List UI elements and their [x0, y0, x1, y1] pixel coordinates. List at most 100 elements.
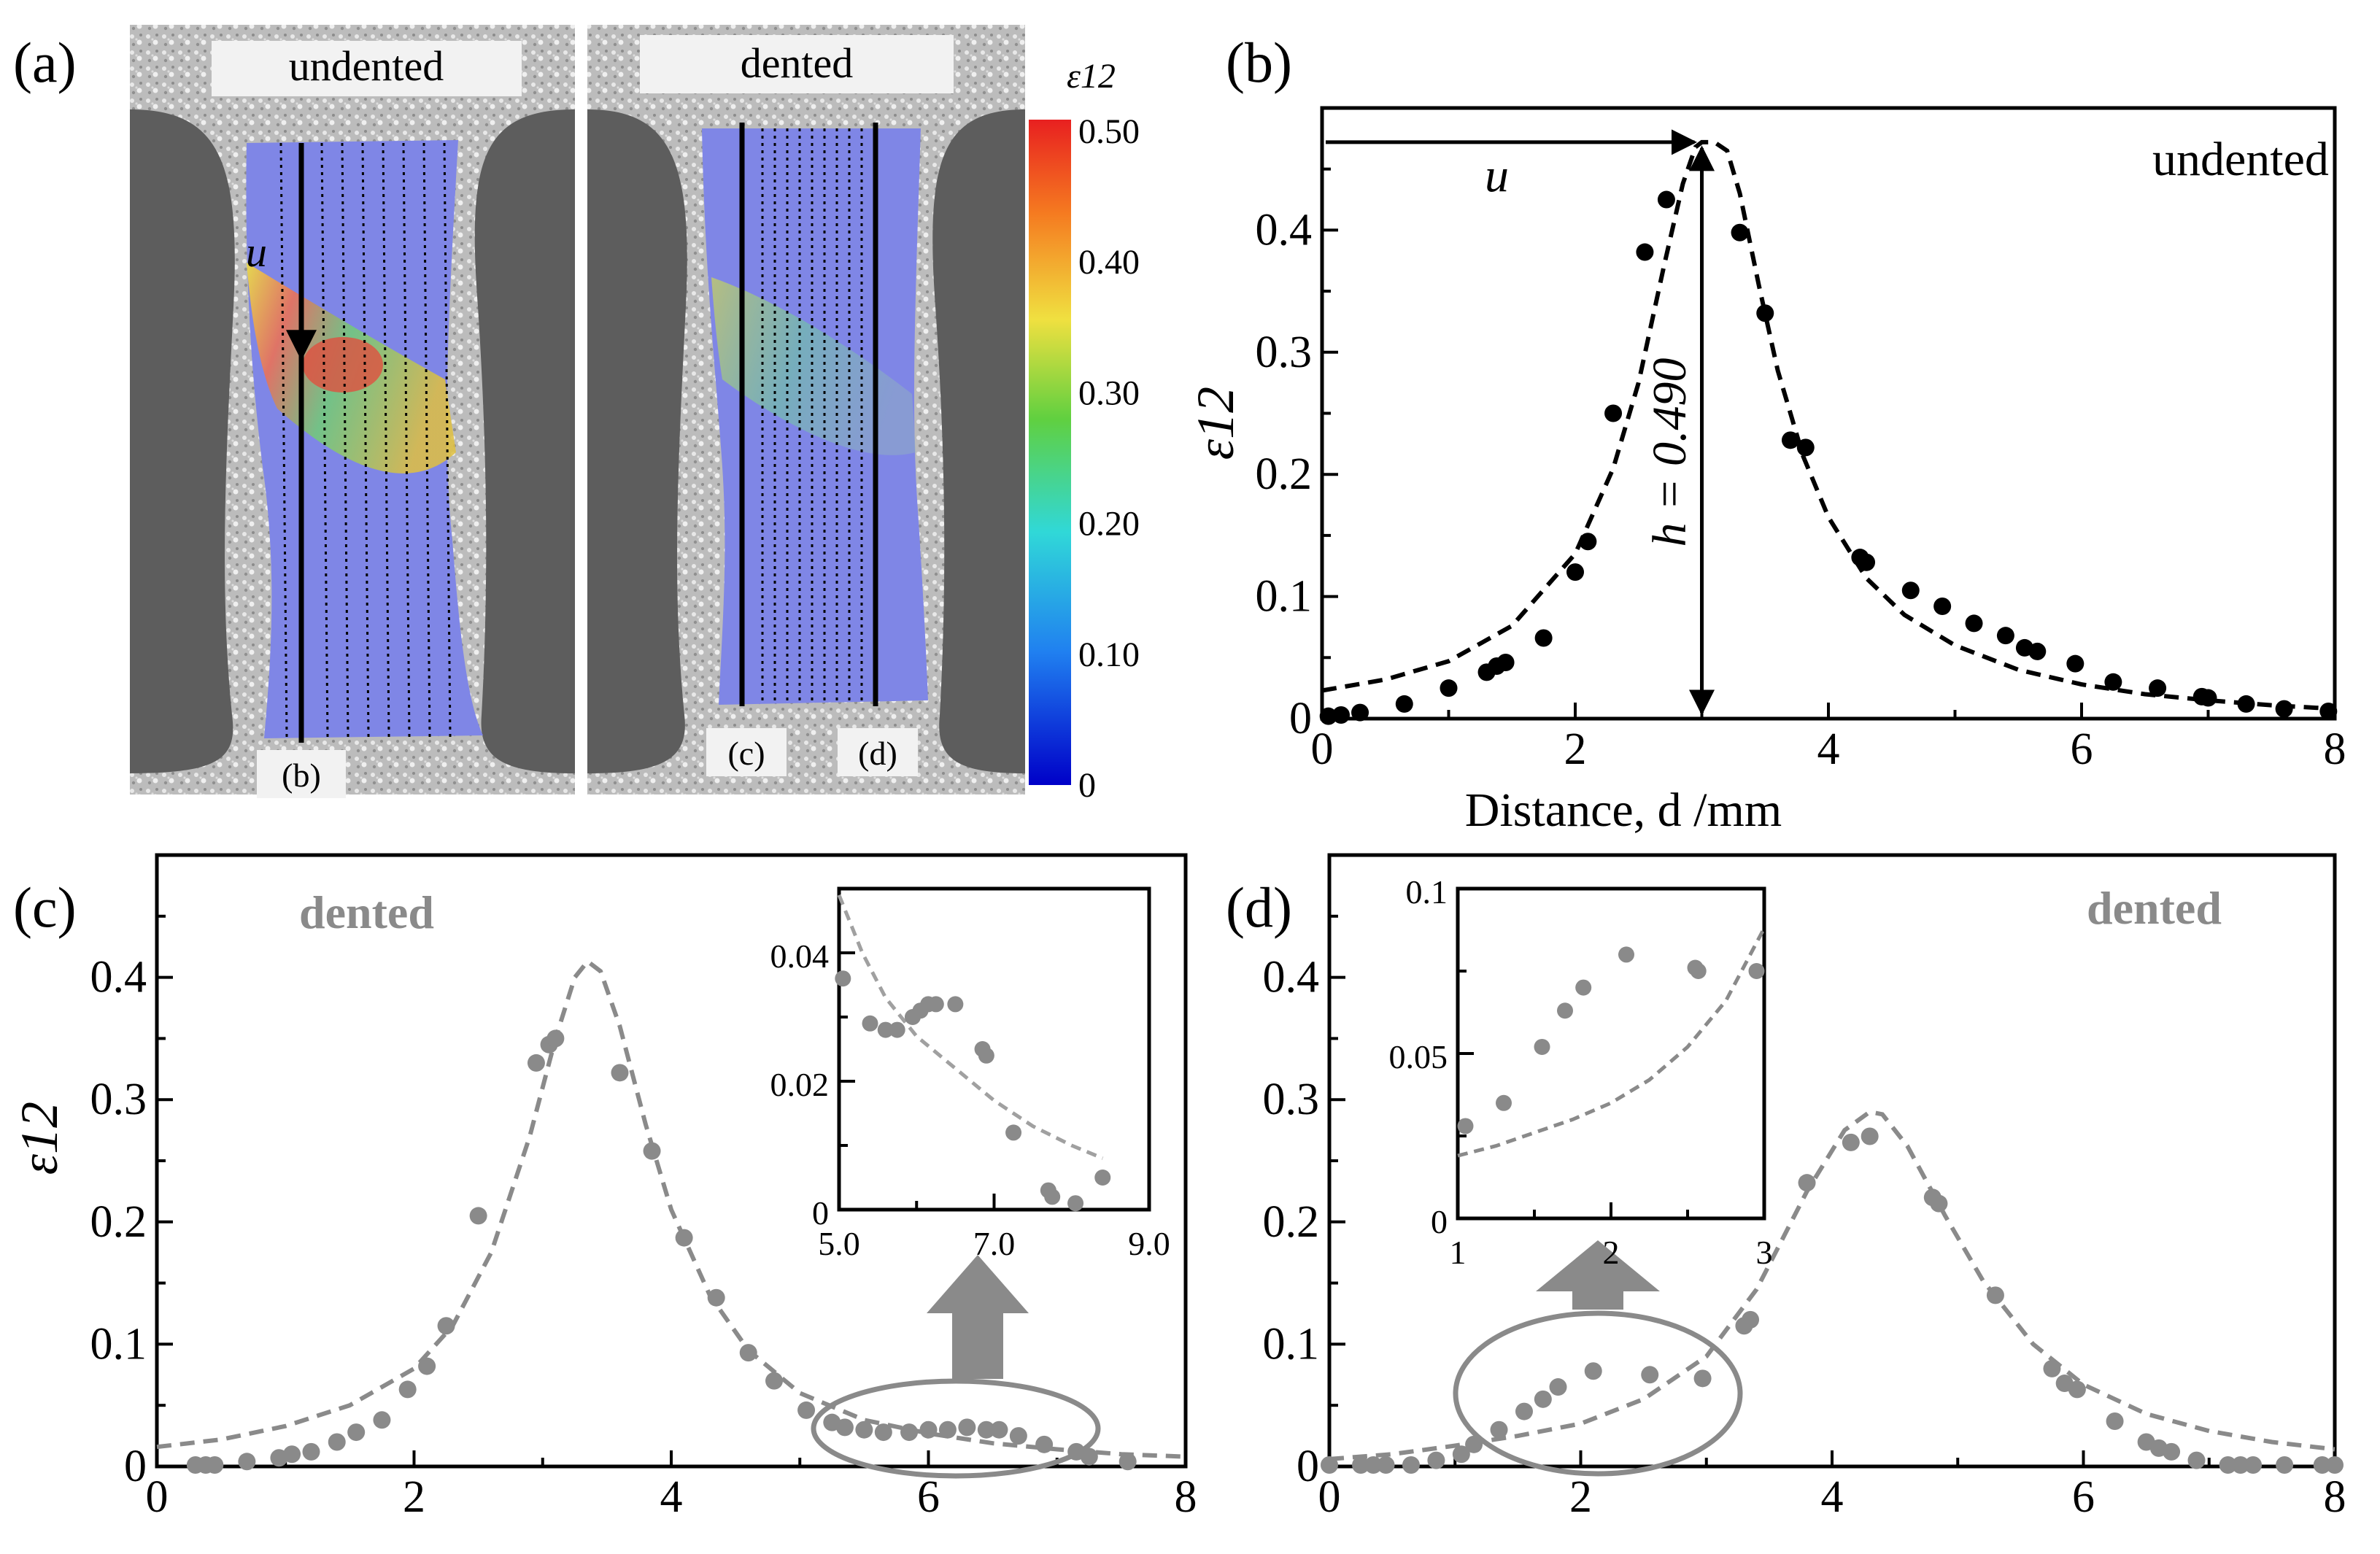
plot-d-data-point	[1364, 1456, 1383, 1474]
plot-c-data-point	[1009, 1427, 1027, 1445]
dented-label-box	[640, 35, 954, 93]
plot-c-inset-data-point	[1005, 1124, 1022, 1141]
plot-c-inset-data-point	[978, 1047, 994, 1064]
line-d-label: (d)	[858, 735, 897, 772]
x-tick-label: 4	[660, 1472, 683, 1522]
plot-c-data-point	[938, 1420, 957, 1439]
plot-c-data-point	[206, 1456, 224, 1474]
x-tick-label: 0	[146, 1472, 169, 1522]
plot-d-title: dented	[2087, 882, 2222, 934]
line-d-label-box	[838, 728, 918, 776]
plot-b-data-point	[1933, 597, 1952, 615]
y-tick-label: 0.4	[90, 953, 147, 1002]
y-tick-label: 0.3	[1256, 328, 1313, 377]
plot-b-data-point	[1566, 563, 1584, 581]
plot-c-inset-data-point	[1067, 1195, 1084, 1212]
plot-c-data-point	[1035, 1435, 1054, 1453]
plot-c-data-point	[900, 1423, 919, 1442]
colorbar-tick-label: 0.30	[1078, 374, 1140, 412]
x-tick-label: 0	[1318, 1472, 1341, 1522]
plot-c-data-point	[347, 1423, 366, 1442]
colorbar-gradient	[1029, 120, 1071, 785]
plot-c-fit-curve	[156, 958, 1186, 1459]
y-tick-label: 0.2	[1256, 449, 1313, 499]
plot-d-inset: 1 2 3 0 0.05 0.1	[1389, 873, 1773, 1271]
plot-d-data-point	[1930, 1194, 1948, 1213]
plot-d-data-point	[2276, 1456, 2294, 1474]
plot-d-inset-data-point	[1618, 946, 1634, 963]
plot-d-data-point	[1742, 1310, 1760, 1329]
y-tick-label: 0.1	[1256, 572, 1313, 622]
x-tick-label: 4	[1817, 724, 1840, 774]
colorbar-ticks: 0.50 0.40 0.30 0.20 0.10 0	[1078, 112, 1140, 805]
plot-b-data-point	[1901, 581, 1920, 600]
x-tick-label: 6	[2072, 1472, 2095, 1522]
line-b-label-box	[257, 750, 346, 798]
plot-d-inset-data-point	[1748, 963, 1765, 979]
plot-b-data-point	[1496, 653, 1515, 671]
plot-c-data-point	[418, 1357, 436, 1375]
plot-c-frame	[155, 853, 1188, 1469]
plot-c-data-point	[675, 1229, 693, 1247]
plot-d-data-point	[2326, 1456, 2344, 1474]
plot-b-data-point	[2149, 679, 2167, 697]
colorbar-title: ε12	[1067, 57, 1116, 96]
plot-c-inset: 5.0 7.0 9.0 0 0.02 0.04	[770, 886, 1170, 1262]
plot-b-data-point	[2104, 673, 2122, 691]
plot-b-data-point	[1351, 703, 1369, 722]
plot-c-inset-data-point	[947, 996, 964, 1013]
plot-d-data-point	[1352, 1456, 1370, 1474]
plot-c-highlight-ellipse	[811, 1378, 1101, 1479]
plot-b-data-point	[1534, 629, 1553, 647]
y-tick-label: 0.04	[770, 938, 830, 975]
plot-d-inset-data-point	[1457, 1118, 1474, 1134]
plot-d-data-point	[2163, 1442, 2181, 1461]
plot-b-data-point	[1796, 438, 1815, 457]
colorbar-tick-label: 0.50	[1078, 112, 1140, 151]
plot-d-data-point	[1986, 1286, 2004, 1304]
plot-c-data-point	[1080, 1447, 1098, 1466]
plot-c-data-point	[328, 1433, 346, 1451]
left-grip-shadow-dented	[587, 109, 687, 773]
plot-d-data-point	[1549, 1378, 1567, 1396]
colorbar-tick-label: 0.20	[1078, 505, 1140, 544]
plot-c-inset-data-point	[1044, 1188, 1061, 1205]
plot-c-data-point	[611, 1064, 629, 1082]
dented-label: dented	[741, 39, 854, 87]
plot-d-frame	[1327, 853, 2337, 1469]
plot-c-data-point	[1118, 1453, 1137, 1471]
plot-d-inset-data-point	[1690, 963, 1707, 979]
plot-d-inset-data-point	[1557, 1002, 1573, 1019]
plot-c-data-point	[739, 1344, 757, 1362]
plot-d-fit-curve	[1329, 1109, 2335, 1461]
plot-c-data-point	[990, 1420, 1008, 1439]
plot-b-data-point	[1636, 243, 1654, 261]
y-tick-label: 0.4	[1256, 205, 1313, 255]
y-tick-label: 0.02	[770, 1066, 830, 1103]
shear-band-dented	[711, 277, 916, 455]
right-grip-shadow-dented	[932, 109, 1025, 773]
undented-label-box	[212, 41, 522, 96]
y-tick-label: 0.1	[90, 1319, 147, 1369]
plot-c: 0 2 4 6 8 0 0.1 0.2 0.3 0.4	[90, 853, 1197, 1522]
plot-d-data-point	[2068, 1380, 2086, 1399]
y-tick-label: 0	[1431, 1203, 1448, 1240]
plot-b-data-point	[2237, 695, 2255, 713]
plot-c-inset-data-point	[1094, 1170, 1111, 1186]
plot-b-data-point	[1440, 679, 1458, 697]
plot-c-data-point	[835, 1418, 854, 1437]
x-tick-label: 2	[1569, 1472, 1592, 1522]
x-tick-label: 8	[2324, 724, 2346, 774]
plot-d-zoom-arrow	[1536, 1240, 1660, 1310]
plot-d-inset-data-point	[1534, 1038, 1550, 1055]
x-tick-label: 2	[403, 1472, 425, 1522]
plot-c-data-point	[643, 1142, 661, 1160]
plot-d-data-point	[2219, 1456, 2237, 1474]
scan-lines-dented	[761, 128, 863, 702]
line-c-label-box	[706, 728, 787, 776]
plot-d-data-point	[1402, 1456, 1420, 1474]
plot-b-data-point	[1657, 190, 1675, 209]
plot-b-fit-curve	[1321, 139, 2335, 711]
plot-d: 0 2 4 6 8 0 0.1 0.2 0.3 0.4	[1263, 853, 2346, 1522]
panel-label-b: (b)	[1226, 31, 1292, 94]
